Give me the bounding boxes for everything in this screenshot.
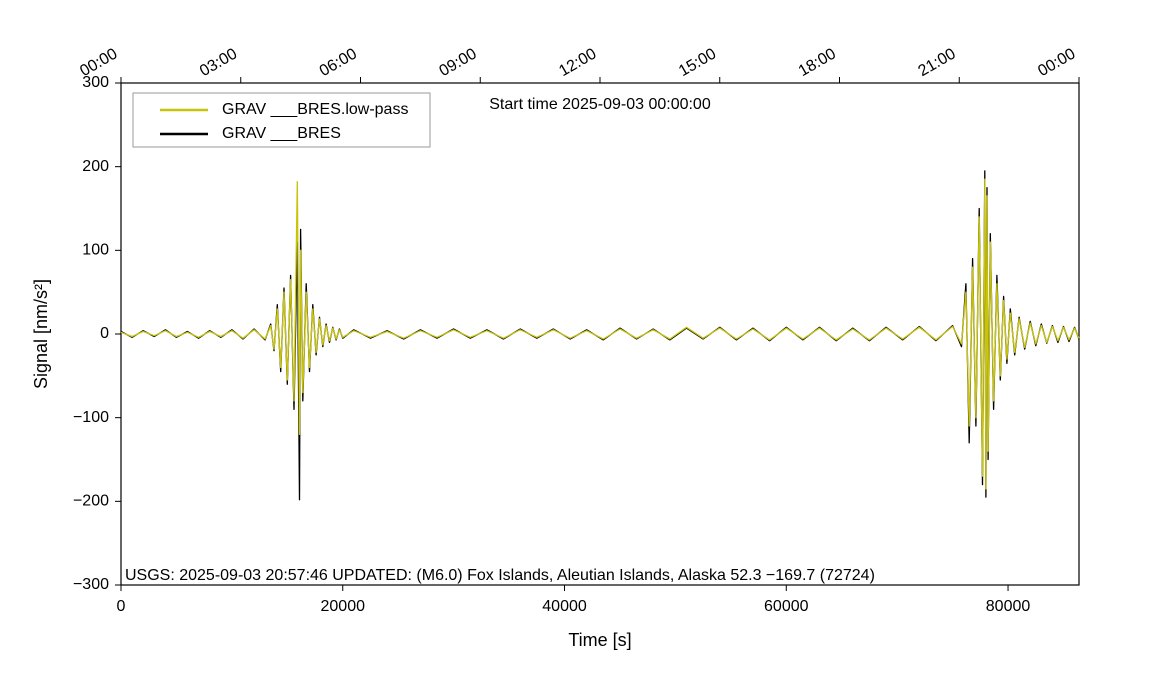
y-tick-label: 300 [82, 74, 109, 91]
legend-label: GRAV ___BRES.low-pass [222, 101, 408, 118]
plot-frame [120, 82, 1080, 586]
top-tick-label: 21:00 [916, 45, 959, 80]
x-tick-label: 0 [117, 598, 126, 615]
top-tick-label: 00:00 [1035, 45, 1078, 80]
x-tick-label: 80000 [986, 598, 1031, 615]
top-tick-label: 15:00 [676, 45, 719, 80]
top-tick-label: 12:00 [556, 45, 599, 80]
legend-label: GRAV ___BRES [222, 125, 341, 142]
y-tick-label: −100 [73, 409, 109, 426]
y-axis-label: Signal [nm/s²] [31, 279, 51, 389]
series-line [120, 170, 1080, 501]
top-tick-label: 06:00 [317, 45, 360, 80]
y-tick-label: 0 [100, 325, 109, 342]
y-tick-label: 200 [82, 158, 109, 175]
top-tick-label: 09:00 [437, 45, 480, 80]
x-tick-label: 20000 [321, 598, 366, 615]
top-tick-label: 03:00 [197, 45, 240, 80]
x-tick-label: 60000 [764, 598, 809, 615]
legend-box [132, 92, 431, 148]
y-tick-label: 100 [82, 242, 109, 259]
y-tick-label: −200 [73, 493, 109, 510]
y-tick-label: −300 [73, 576, 109, 593]
start-time-annotation: Start time 2025-09-03 00:00:00 [489, 96, 711, 113]
x-tick-label: 40000 [542, 598, 587, 615]
series-line [120, 178, 1080, 490]
top-tick-label: 18:00 [796, 45, 839, 80]
event-annotation: USGS: 2025-09-03 20:57:46 UPDATED: (M6.0… [125, 567, 875, 584]
x-axis-label: Time [s] [568, 630, 631, 650]
